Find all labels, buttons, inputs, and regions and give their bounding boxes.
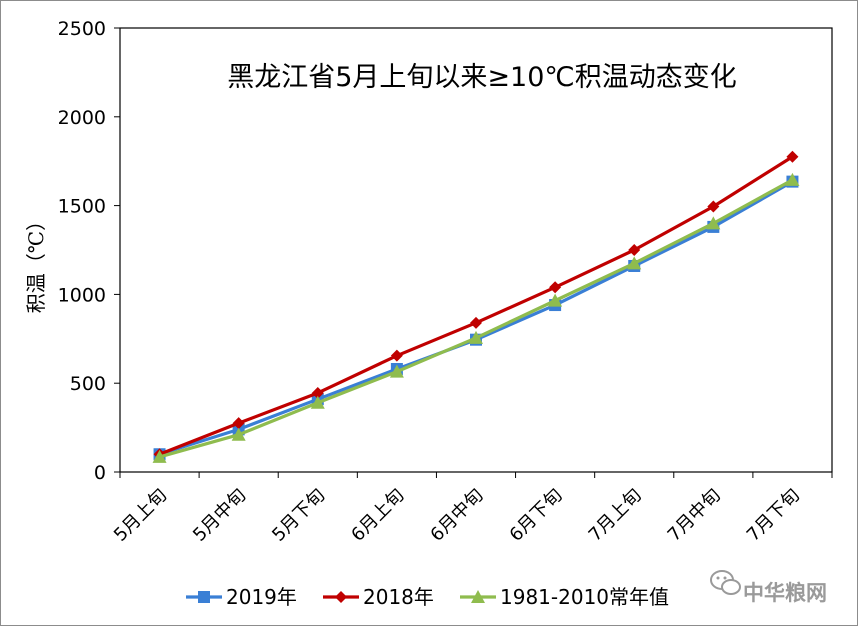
x-tick-label: 7月下旬 — [743, 485, 804, 546]
legend-label: 2018年 — [363, 585, 434, 609]
legend-label: 1981-2010常年值 — [500, 585, 669, 609]
legend-item: 2019年 — [186, 585, 297, 609]
legend: 2019年 2018年 1981-2010常年值 — [186, 585, 669, 609]
data-point — [548, 293, 563, 307]
y-axis-label: 积温（℃） — [24, 211, 48, 313]
x-tick-label: 6月下旬 — [506, 485, 567, 546]
x-tick-label: 5月中旬 — [189, 485, 250, 546]
x-axis: 5月上旬 5月中旬 5月下旬 6月上旬 6月中旬 6月下旬 7月上旬 7月中旬 7月下旬 — [110, 472, 833, 546]
data-point — [627, 256, 642, 270]
series-1 — [153, 150, 799, 461]
data-point — [152, 449, 167, 463]
data-point — [785, 172, 800, 186]
data-point — [232, 417, 245, 430]
watermark-text: 中华粮网 — [743, 581, 827, 605]
y-tick-label: 1500 — [58, 196, 106, 218]
legend-item: 1981-2010常年值 — [460, 585, 669, 609]
data-point — [311, 386, 324, 399]
data-point — [389, 364, 404, 378]
legend-swatch-marker — [471, 590, 485, 603]
data-point — [310, 395, 325, 409]
series-layer — [152, 150, 800, 463]
x-tick-label: 6月上旬 — [347, 485, 408, 546]
data-point — [470, 316, 482, 329]
data-point — [786, 150, 799, 163]
legend-label: 2019年 — [226, 585, 297, 609]
data-point — [231, 427, 246, 441]
data-point — [706, 216, 721, 230]
y-tick-label: 2000 — [58, 107, 106, 129]
y-tick-label: 0 — [94, 462, 106, 484]
x-tick-label: 5月上旬 — [110, 485, 171, 546]
x-tick-label: 7月中旬 — [664, 485, 725, 546]
x-tick-label: 5月下旬 — [268, 485, 329, 546]
series-2 — [152, 172, 800, 463]
chart-title: 黑龙江省5月上旬以来≥10℃积温动态变化 — [227, 62, 736, 93]
legend-item: 2018年 — [323, 585, 434, 609]
data-point — [469, 330, 483, 344]
legend-swatch-marker — [335, 591, 347, 603]
x-tick-label: 7月上旬 — [585, 485, 646, 546]
data-point — [549, 281, 562, 294]
y-tick-label: 2500 — [58, 18, 106, 40]
plot-area — [119, 27, 833, 473]
data-point — [628, 244, 641, 256]
wechat-icon — [710, 570, 741, 595]
x-tick-label: 6月中旬 — [426, 485, 487, 546]
data-point — [390, 349, 403, 362]
data-point — [707, 200, 720, 213]
y-tick-label: 1000 — [58, 284, 106, 306]
legend-swatch-marker — [198, 591, 210, 603]
watermark: 中华粮网 — [710, 570, 827, 605]
y-axis: 0 500 1000 1500 2000 2500 — [58, 18, 120, 484]
y-tick-label: 500 — [70, 373, 106, 395]
